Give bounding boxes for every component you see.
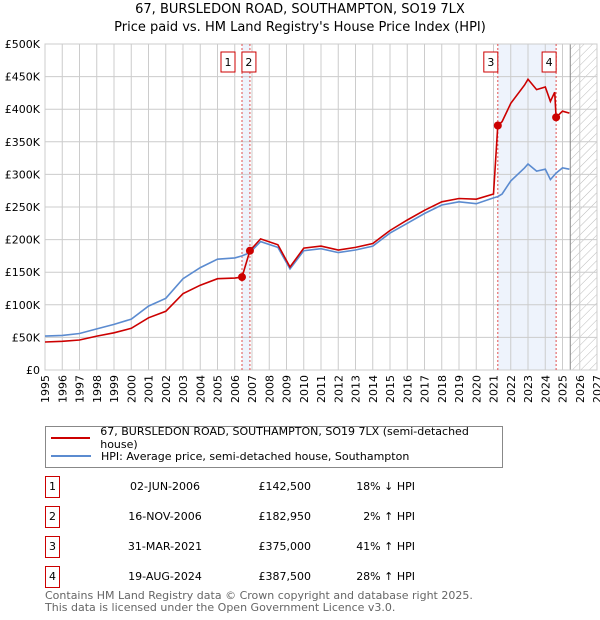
chart-subtitle: Price paid vs. HM Land Registry's House … bbox=[114, 20, 486, 35]
y-tick-label: £400K bbox=[5, 103, 41, 116]
sale-date: 02-JUN-2006 bbox=[129, 480, 201, 493]
sale-point-1 bbox=[237, 273, 246, 282]
x-tick-label: 2017 bbox=[419, 375, 432, 403]
x-tick-label: 2005 bbox=[212, 375, 225, 403]
marker-box-3 bbox=[483, 51, 499, 73]
legend-label: HPI: Average price, semi-detached house,… bbox=[101, 449, 410, 463]
price-paid-line bbox=[44, 77, 570, 343]
x-tick-label: 2021 bbox=[488, 375, 501, 403]
marker-badge: 2 bbox=[45, 506, 60, 528]
x-tick-label: 2006 bbox=[229, 375, 242, 403]
x-tick-label: 2000 bbox=[125, 375, 138, 403]
sale-price: £387,500 bbox=[258, 570, 312, 583]
y-tick-label: £150K bbox=[5, 266, 41, 279]
sale-price: £375,000 bbox=[258, 540, 312, 553]
sale-date: 19-AUG-2024 bbox=[128, 570, 202, 583]
hpi-line bbox=[44, 162, 570, 337]
legend-item-hpi: HPI: Average price, semi-detached house,… bbox=[46, 448, 409, 464]
sale-price: £142,500 bbox=[258, 480, 312, 493]
legend-label: 67, BURSLEDON ROAD, SOUTHAMPTON, SO19 7L… bbox=[100, 425, 469, 451]
x-tick-label: 2002 bbox=[160, 375, 173, 403]
marker-box-4 bbox=[541, 51, 557, 73]
x-tick-label: 2025 bbox=[557, 375, 570, 403]
plot-frame bbox=[44, 43, 598, 371]
hpi-diff: 41% ↑ HPI bbox=[356, 540, 415, 553]
x-tick-label: 2023 bbox=[522, 375, 535, 403]
x-tick-label: 2022 bbox=[505, 375, 518, 403]
x-tick-label: 2016 bbox=[401, 375, 414, 403]
footer-copyright: Contains HM Land Registry data © Crown c… bbox=[45, 589, 473, 602]
x-tick-label: 2024 bbox=[539, 375, 552, 403]
x-tick-label: 2009 bbox=[281, 375, 294, 403]
marker-badge: 3 bbox=[45, 536, 60, 558]
y-tick-label: £100K bbox=[5, 299, 41, 312]
table-row: 4 19-AUG-2024 £387,500 28% ↑ HPI bbox=[45, 566, 545, 588]
y-tick-label: £50K bbox=[12, 331, 41, 344]
x-tick-label: 2011 bbox=[315, 375, 328, 403]
legend: 67, BURSLEDON ROAD, SOUTHAMPTON, SO19 7L… bbox=[45, 425, 503, 468]
price-chart: 1995 1996 1997 1998 1999 2000 2001 2002 2003 2004… bbox=[5, 38, 600, 403]
sale-point-2 bbox=[245, 246, 254, 255]
sale-date: 31-MAR-2021 bbox=[127, 540, 203, 553]
y-tick-label: £200K bbox=[5, 234, 41, 247]
x-tick-label: 2012 bbox=[332, 375, 345, 403]
x-tick-label: 2020 bbox=[470, 375, 483, 403]
y-tick-label: £450K bbox=[5, 71, 41, 84]
footer-licence: This data is licensed under the Open Gov… bbox=[45, 601, 396, 614]
sale-price: £182,950 bbox=[258, 510, 312, 523]
chart-title: 67, BURSLEDON ROAD, SOUTHAMPTON, SO19 7L… bbox=[135, 2, 465, 17]
x-tick-label: 2003 bbox=[177, 375, 190, 403]
table-row: 2 16-NOV-2006 £182,950 2% ↑ HPI bbox=[45, 506, 545, 528]
x-tick-label: 1999 bbox=[108, 375, 121, 403]
hpi-diff: 18% ↓ HPI bbox=[356, 480, 415, 493]
y-tick-label: £300K bbox=[5, 168, 41, 181]
x-tick-label: 2014 bbox=[367, 375, 380, 403]
x-tick-label: 2001 bbox=[143, 375, 156, 403]
x-tick-label: 2004 bbox=[194, 375, 207, 403]
marker-label-3: 3 bbox=[487, 56, 494, 69]
x-tick-label: 2019 bbox=[453, 375, 466, 403]
marker-label-2: 2 bbox=[245, 56, 252, 69]
sale-date: 16-NOV-2006 bbox=[128, 510, 202, 523]
x-tick-label: 2018 bbox=[436, 375, 449, 403]
legend-swatch-blue bbox=[51, 455, 91, 457]
sale-point-4 bbox=[552, 113, 561, 122]
x-tick-label: 2010 bbox=[298, 375, 311, 403]
legend-swatch-red bbox=[51, 437, 91, 439]
y-tick-label: £500K bbox=[5, 38, 41, 51]
marker-badge: 4 bbox=[45, 566, 60, 588]
x-tick-label: 1996 bbox=[56, 375, 69, 403]
x-tick-label: 1997 bbox=[74, 375, 87, 403]
table-row: 1 02-JUN-2006 £142,500 18% ↓ HPI bbox=[45, 476, 545, 498]
hpi-diff: 28% ↑ HPI bbox=[356, 570, 415, 583]
marker-box-2 bbox=[241, 51, 257, 73]
hpi-diff: 2% ↑ HPI bbox=[363, 510, 415, 523]
x-tick-label: 1998 bbox=[91, 375, 104, 403]
sale-point-3 bbox=[493, 121, 502, 130]
x-tick-label: 2026 bbox=[574, 375, 587, 403]
table-row: 3 31-MAR-2021 £375,000 41% ↑ HPI bbox=[45, 536, 545, 558]
marker-label-1: 1 bbox=[224, 56, 231, 69]
marker-badge: 1 bbox=[45, 476, 60, 498]
marker-box-1 bbox=[220, 51, 236, 73]
y-tick-label: £0 bbox=[26, 364, 40, 377]
marker-label-4: 4 bbox=[546, 56, 553, 69]
y-tick-label: £350K bbox=[5, 136, 41, 149]
x-tick-label: 1995 bbox=[39, 375, 52, 403]
x-tick-label: 2013 bbox=[350, 375, 363, 403]
y-tick-label: £250K bbox=[5, 201, 41, 214]
x-tick-label: 2008 bbox=[263, 375, 276, 403]
x-tick-label: 2015 bbox=[384, 375, 397, 403]
x-tick-label: 2007 bbox=[246, 375, 259, 403]
x-tick-label: 2027 bbox=[591, 375, 600, 403]
legend-item-property: 67, BURSLEDON ROAD, SOUTHAMPTON, SO19 7L… bbox=[46, 425, 502, 451]
